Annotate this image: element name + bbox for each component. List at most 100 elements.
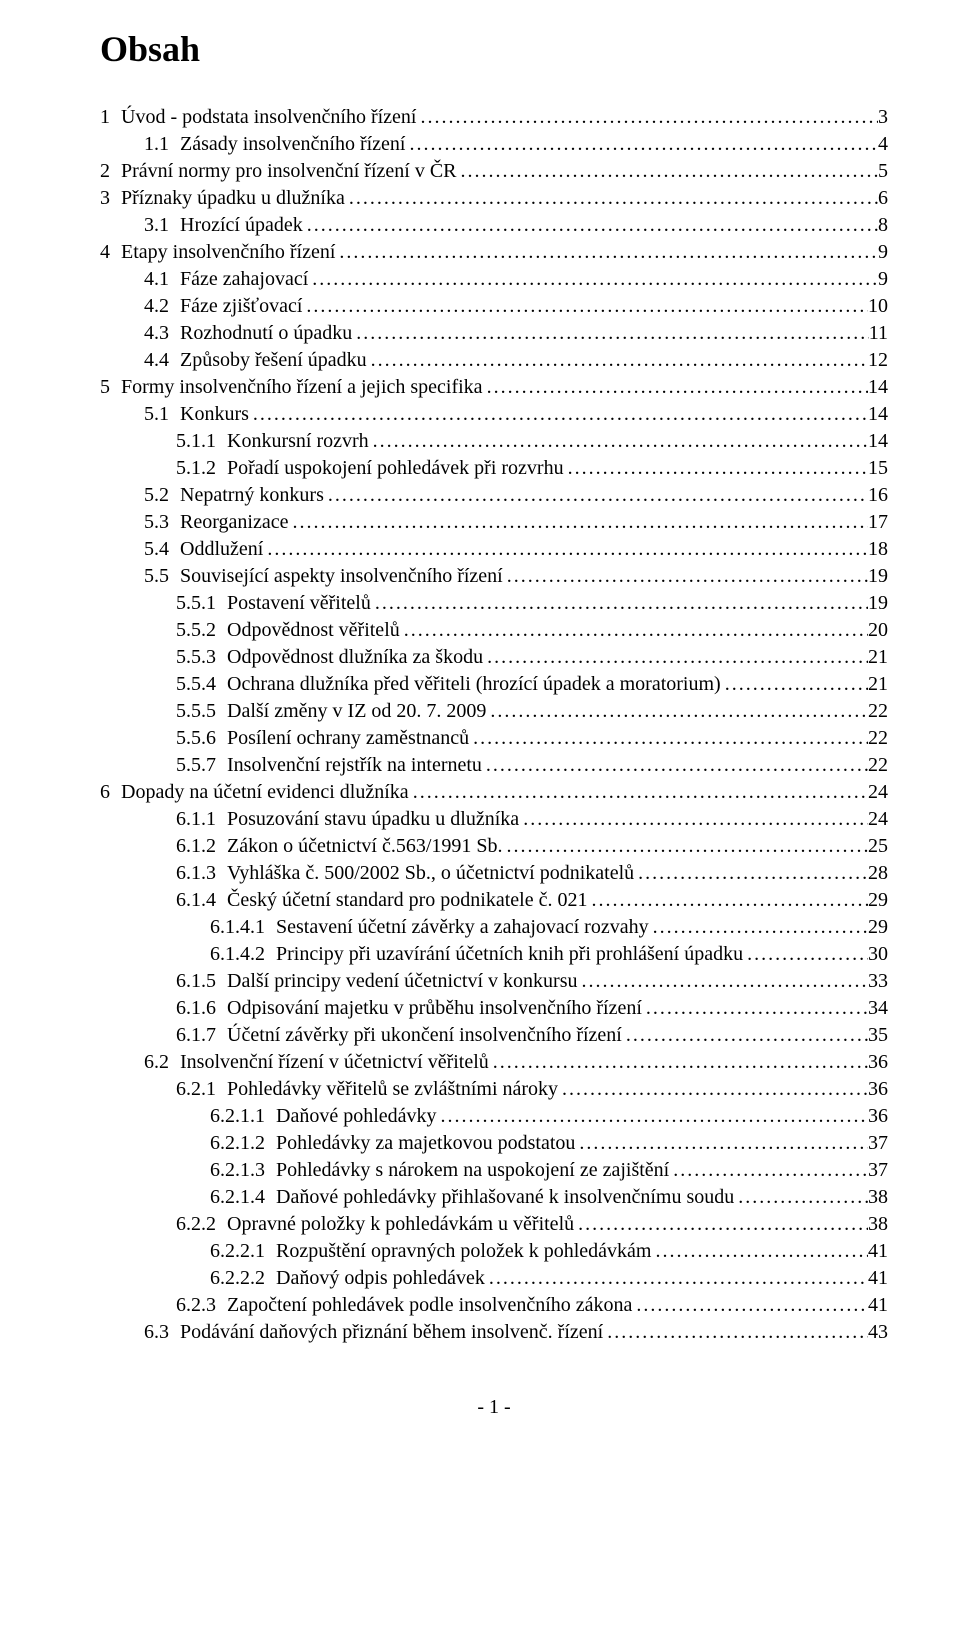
toc-title: Daňový odpis pohledávek xyxy=(265,1265,485,1292)
toc-entry: 6.2.1.4 Daňové pohledávky přihlašované k… xyxy=(100,1184,888,1211)
toc-entry: 1.1 Zásady insolvenčního řízení4 xyxy=(100,131,888,158)
toc-number: 5.3 xyxy=(144,509,169,536)
toc-number: 1 xyxy=(100,104,110,131)
toc-number: 6.1.4.1 xyxy=(210,914,265,941)
toc-leader xyxy=(632,1292,868,1319)
toc-page: 24 xyxy=(868,779,888,806)
toc-title: Formy insolvenčního řízení a jejich spec… xyxy=(110,374,483,401)
toc-leader xyxy=(577,968,868,995)
toc-entry: 6.1.6 Odpisování majetku v průběhu insol… xyxy=(100,995,888,1022)
toc-number: 5.1.1 xyxy=(176,428,216,455)
toc-leader xyxy=(574,1211,868,1238)
toc-leader xyxy=(406,131,879,158)
toc-title: Etapy insolvenčního řízení xyxy=(110,239,335,266)
toc-entry: 5.1.1 Konkursní rozvrh14 xyxy=(100,428,888,455)
toc-entry: 2 Právní normy pro insolvenční řízení v … xyxy=(100,158,888,185)
toc-leader xyxy=(249,401,868,428)
toc-leader xyxy=(352,320,869,347)
toc-leader xyxy=(288,509,868,536)
toc-entry: 3 Příznaky úpadku u dlužníka6 xyxy=(100,185,888,212)
toc-leader xyxy=(642,995,868,1022)
page-title: Obsah xyxy=(100,28,888,70)
toc-number: 6.1.4.2 xyxy=(210,941,265,968)
toc-number: 6.1.2 xyxy=(176,833,216,860)
toc-entry: 6 Dopady na účetní evidenci dlužníka 24 xyxy=(100,779,888,806)
toc-entry: 4.4 Způsoby řešení úpadku12 xyxy=(100,347,888,374)
toc-leader xyxy=(371,590,868,617)
toc-title: Vyhláška č. 500/2002 Sb., o účetnictví p… xyxy=(216,860,634,887)
toc-entry: 4.1 Fáze zahajovací9 xyxy=(100,266,888,293)
toc-leader xyxy=(575,1130,868,1157)
toc-number: 6.2.1.1 xyxy=(210,1103,265,1130)
toc-page: 21 xyxy=(868,671,888,698)
toc-leader xyxy=(669,1157,868,1184)
toc-leader xyxy=(503,563,868,590)
toc-title: Insolvenční řízení v účetnictví věřitelů xyxy=(169,1049,489,1076)
toc-entry: 4.3 Rozhodnutí o úpadku11 xyxy=(100,320,888,347)
toc-number: 5.1 xyxy=(144,401,169,428)
toc-page: 30 xyxy=(868,941,888,968)
toc-number: 6.1.7 xyxy=(176,1022,216,1049)
toc-entry: 5 Formy insolvenčního řízení a jejich sp… xyxy=(100,374,888,401)
toc-entry: 6.2.1.3 Pohledávky s nárokem na uspokoje… xyxy=(100,1157,888,1184)
toc-page: 41 xyxy=(868,1292,888,1319)
toc-entry: 5.2 Nepatrný konkurs16 xyxy=(100,482,888,509)
toc-title: Pořadí uspokojení pohledávek při rozvrhu xyxy=(216,455,564,482)
toc-entry: 6.2.3 Započtení pohledávek podle insolve… xyxy=(100,1292,888,1319)
toc-page: 34 xyxy=(868,995,888,1022)
toc-number: 6.2 xyxy=(144,1049,169,1076)
toc-number: 5.5.2 xyxy=(176,617,216,644)
toc-entry: 5.5.7 Insolvenční rejstřík na internetu2… xyxy=(100,752,888,779)
toc-title: Opravné položky k pohledávkám u věřitelů xyxy=(216,1211,574,1238)
toc-title: Hrozící úpadek xyxy=(169,212,303,239)
toc-leader xyxy=(303,212,878,239)
toc-entry: 5.5.4 Ochrana dlužníka před věřiteli (hr… xyxy=(100,671,888,698)
toc-leader xyxy=(369,428,868,455)
toc-page: 37 xyxy=(868,1130,888,1157)
toc-entry: 3.1 Hrozící úpadek8 xyxy=(100,212,888,239)
toc-title: Oddlužení xyxy=(169,536,263,563)
toc-leader xyxy=(649,914,868,941)
toc-leader xyxy=(324,482,868,509)
toc-page: 25 xyxy=(868,833,888,860)
toc-title: Nepatrný konkurs xyxy=(169,482,324,509)
toc-title: Další principy vedení účetnictví v konku… xyxy=(216,968,577,995)
toc-entry: 6.2.2 Opravné položky k pohledávkám u vě… xyxy=(100,1211,888,1238)
toc-leader xyxy=(486,698,868,725)
toc-title: Konkurs xyxy=(169,401,249,428)
toc-leader xyxy=(469,725,868,752)
toc-number: 5 xyxy=(100,374,110,401)
toc-leader xyxy=(651,1238,868,1265)
toc-title: Konkursní rozvrh xyxy=(216,428,369,455)
toc-page: 19 xyxy=(868,590,888,617)
toc-page: 10 xyxy=(868,293,888,320)
toc-leader xyxy=(622,1022,868,1049)
toc-title: Daňové pohledávky xyxy=(265,1103,437,1130)
toc-number: 6.1.4 xyxy=(176,887,216,914)
toc-entry: 4.2 Fáze zjišťovací10 xyxy=(100,293,888,320)
toc-entry: 5.5.6 Posílení ochrany zaměstnanců22 xyxy=(100,725,888,752)
toc-title: Odpovědnost věřitelů xyxy=(216,617,400,644)
toc-page: 28 xyxy=(868,860,888,887)
toc-title: Rozpuštění opravných položek k pohledávk… xyxy=(265,1238,651,1265)
toc-page: 37 xyxy=(868,1157,888,1184)
toc-page: 29 xyxy=(868,887,888,914)
toc-number: 5.5.7 xyxy=(176,752,216,779)
toc-page: 21 xyxy=(868,644,888,671)
toc-entry: 5.5.2 Odpovědnost věřitelů20 xyxy=(100,617,888,644)
toc-leader xyxy=(417,104,879,131)
table-of-contents: 1 Úvod - podstata insolvenčního řízení31… xyxy=(100,104,888,1346)
toc-title: Insolvenční rejstřík na internetu xyxy=(216,752,482,779)
toc-number: 6.2.2 xyxy=(176,1211,216,1238)
toc-title: Zákon o účetnictví č.563/1991 Sb. xyxy=(216,833,503,860)
toc-number: 6 xyxy=(100,779,110,806)
toc-entry: 6.2.1 Pohledávky věřitelů se zvláštními … xyxy=(100,1076,888,1103)
toc-entry: 5.5.1 Postavení věřitelů19 xyxy=(100,590,888,617)
toc-entry: 5.1 Konkurs14 xyxy=(100,401,888,428)
toc-title: Účetní závěrky při ukončení insolvenčníh… xyxy=(216,1022,622,1049)
toc-number: 6.2.2.1 xyxy=(210,1238,265,1265)
toc-title: Odpovědnost dlužníka za škodu xyxy=(216,644,483,671)
toc-page: 38 xyxy=(868,1184,888,1211)
toc-entry: 6.2.1.2 Pohledávky za majetkovou podstat… xyxy=(100,1130,888,1157)
toc-title: Dopady na účetní evidenci dlužníka xyxy=(110,779,409,806)
